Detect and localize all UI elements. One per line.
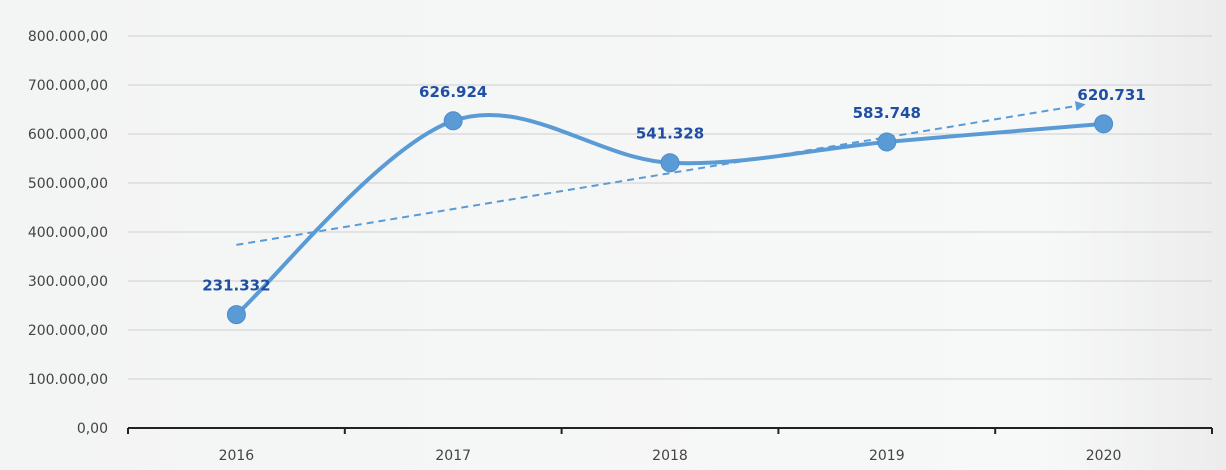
data-point <box>443 111 463 131</box>
y-tick-label: 600.000,00 <box>28 127 108 143</box>
y-axis-tick-labels: 0,00 100.000,00 200.000,00 300.000,00 400.00… <box>28 29 108 437</box>
data-label: 620.731 <box>1077 86 1145 104</box>
data-label: 231.332 <box>202 277 270 295</box>
data-markers <box>226 111 1114 325</box>
y-tick-label: 200.000,00 <box>28 323 108 339</box>
y-tick-label: 100.000,00 <box>28 372 108 388</box>
series-line <box>234 112 1106 317</box>
x-axis-tick-labels: 2016 2017 2018 2019 2020 <box>219 448 1122 464</box>
data-point <box>226 305 246 325</box>
y-tick-label: 400.000,00 <box>28 225 108 241</box>
data-point <box>1094 114 1114 134</box>
y-tick-label: 300.000,00 <box>28 274 108 290</box>
data-labels: 231.332 626.924 541.328 583.748 620.731 <box>202 83 1146 295</box>
data-label: 541.328 <box>636 125 704 143</box>
series-line-path <box>234 112 1106 317</box>
x-tick-label: 2018 <box>652 448 688 464</box>
data-label: 583.748 <box>853 104 921 122</box>
y-tick-label: 800.000,00 <box>28 29 108 45</box>
y-tick-label: 500.000,00 <box>28 176 108 192</box>
x-tick-label: 2017 <box>435 448 471 464</box>
y-tick-label: 0,00 <box>77 421 108 437</box>
y-tick-label: 700.000,00 <box>28 78 108 94</box>
data-label: 626.924 <box>419 83 487 101</box>
x-tick-label: 2020 <box>1086 448 1122 464</box>
x-tick-label: 2016 <box>219 448 255 464</box>
data-point <box>660 153 680 173</box>
x-axis <box>127 427 1213 434</box>
data-point <box>877 132 897 152</box>
x-tick-label: 2019 <box>869 448 905 464</box>
